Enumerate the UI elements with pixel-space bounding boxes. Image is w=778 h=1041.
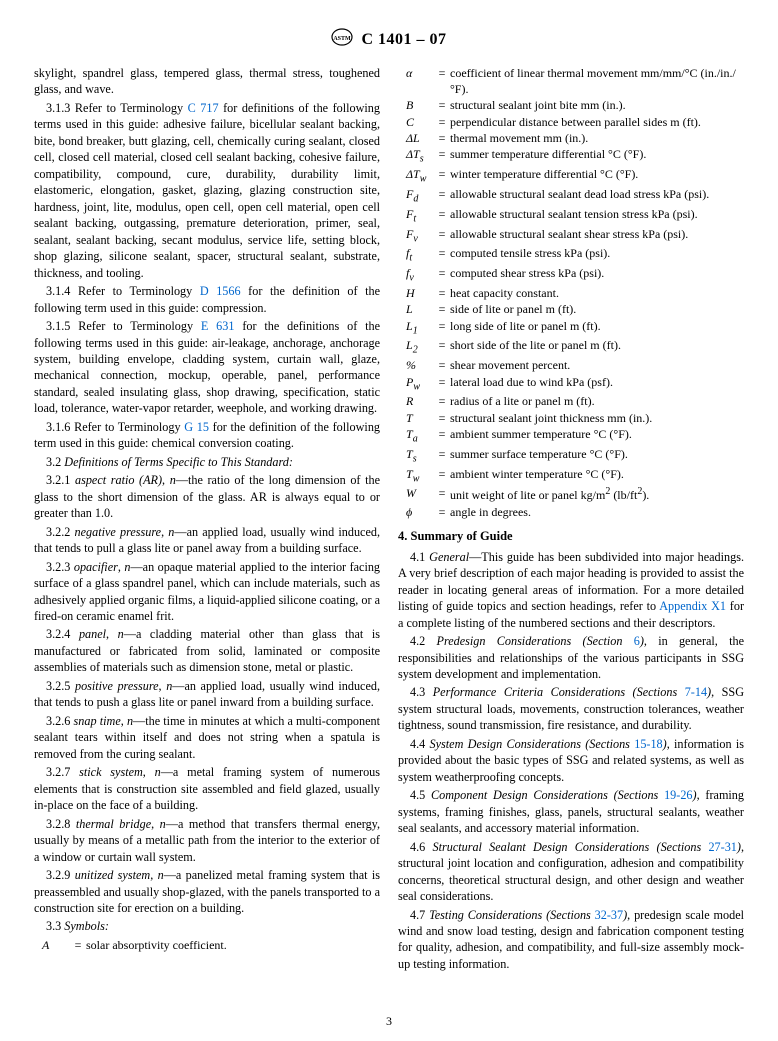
intro-tail-text: skylight, spandrel glass, tempered glass… [34, 65, 380, 98]
clause-num: 3.2 [46, 455, 61, 469]
page-root: ASTM C 1401 – 07 skylight, spandrel glas… [0, 0, 778, 1041]
svg-text:ASTM: ASTM [334, 36, 352, 42]
text: for definitions of the following terms u… [34, 101, 380, 280]
defs-list: 3.2.1 aspect ratio (AR), n—the ratio of … [34, 472, 380, 916]
section-4-heading: 4. Summary of Guide [398, 528, 744, 545]
definition-item: 3.2.7 stick system, n—a metal framing sy… [34, 764, 380, 813]
symbol-row: W=unit weight of lite or panel kg/m2 (lb… [398, 485, 744, 503]
symbol-row: Tw=ambient winter temperature °C (°F). [398, 466, 744, 486]
symbol-row: C=perpendicular distance between paralle… [398, 114, 744, 130]
designation: C 1401 – 07 [361, 31, 446, 49]
symbols-heading: 3.3 Symbols: [34, 918, 380, 934]
section4-item: 4.7 Testing Considerations (Sections 32-… [398, 907, 744, 973]
definition-item: 3.2.6 snap time, n—the time in minutes a… [34, 713, 380, 762]
symbol-row: Fv=allowable structural sealant shear st… [398, 226, 744, 246]
symbol-row: A=solar absorptivity coefficient. [34, 937, 380, 953]
ref-link-g15[interactable]: G 15 [184, 420, 209, 434]
section4-item: 4.4 System Design Considerations (Sectio… [398, 736, 744, 785]
symbol-row: fv=computed shear stress kPa (psi). [398, 265, 744, 285]
defs-heading: 3.2 Definitions of Terms Specific to Thi… [34, 454, 380, 470]
section-4-list: 4.1 General—This guide has been subdivid… [398, 549, 744, 973]
ref-link-c717[interactable]: C 717 [188, 101, 219, 115]
para-3.1.6: 3.1.6 Refer to Terminology G 15 for the … [34, 419, 380, 452]
definition-item: 3.2.4 panel, n—a cladding material other… [34, 626, 380, 675]
text: for the definitions of the following ter… [34, 319, 380, 415]
symbol-row: L1=long side of lite or panel m (ft). [398, 318, 744, 338]
clause-num: 3.1.4 [46, 284, 70, 298]
symbol-row: α=coefficient of linear thermal movement… [398, 65, 744, 97]
symbol-row: Ts=summer surface temperature °C (°F). [398, 446, 744, 466]
symbols-title: Symbols: [64, 919, 109, 933]
text: Refer to Terminology [78, 284, 200, 298]
definition-item: 3.2.8 thermal bridge, n—a method that tr… [34, 816, 380, 865]
symbol-row: ft=computed tensile stress kPa (psi). [398, 245, 744, 265]
symbol-row: Ft=allowable structural sealant tension … [398, 206, 744, 226]
symbol-row: L2=short side of the lite or panel m (ft… [398, 337, 744, 357]
body-columns: skylight, spandrel glass, tempered glass… [34, 65, 744, 972]
clause-num: 3.1.6 [46, 420, 70, 434]
symbol-row: ϕ=angle in degrees. [398, 504, 744, 520]
definition-item: 3.2.1 aspect ratio (AR), n—the ratio of … [34, 472, 380, 521]
para-3.1.3: 3.1.3 Refer to Terminology C 717 for def… [34, 100, 380, 281]
text: Refer to Terminology [75, 101, 188, 115]
para-3.1.5: 3.1.5 Refer to Terminology E 631 for the… [34, 318, 380, 417]
symbol-row: Ta=ambient summer temperature °C (°F). [398, 426, 744, 446]
symbol-row: ΔTs=summer temperature differential °C (… [398, 146, 744, 166]
ref-link-e631[interactable]: E 631 [201, 319, 235, 333]
text: Refer to Terminology [74, 420, 184, 434]
symbol-row: L=side of lite or panel m (ft). [398, 301, 744, 317]
clause-num: 3.1.5 [46, 319, 70, 333]
para-3.1.4: 3.1.4 Refer to Terminology D 1566 for th… [34, 283, 380, 316]
text: Refer to Terminology [78, 319, 201, 333]
definition-item: 3.2.5 positive pressure, n—an applied lo… [34, 678, 380, 711]
symbol-row: R=radius of a lite or panel m (ft). [398, 393, 744, 409]
section4-item: 4.5 Component Design Considerations (Sec… [398, 787, 744, 836]
definition-item: 3.2.9 unitized system, n—a panelized met… [34, 867, 380, 916]
definition-item: 3.2.2 negative pressure, n—an applied lo… [34, 524, 380, 557]
clause-num: 3.3 [46, 919, 61, 933]
section4-item: 4.6 Structural Sealant Design Considerat… [398, 839, 744, 905]
astm-logo: ASTM [331, 28, 353, 51]
section4-item: 4.2 Predesign Considerations (Section 6)… [398, 633, 744, 682]
symbol-row: Pw=lateral load due to wind kPa (psf). [398, 374, 744, 394]
symbol-row: B=structural sealant joint bite mm (in.)… [398, 97, 744, 113]
section4-item: 4.1 General—This guide has been subdivid… [398, 549, 744, 631]
symbol-row: T=structural sealant joint thickness mm … [398, 410, 744, 426]
ref-link-d1566[interactable]: D 1566 [200, 284, 241, 298]
symbol-row: H=heat capacity constant. [398, 285, 744, 301]
section4-item: 4.3 Performance Criteria Considerations … [398, 684, 744, 733]
definition-item: 3.2.3 opacifier, n—an opaque material ap… [34, 559, 380, 625]
symbol-row: ΔL=thermal movement mm (in.). [398, 130, 744, 146]
symbol-row: ΔTw=winter temperature differential °C (… [398, 166, 744, 186]
defs-title: Definitions of Terms Specific to This St… [64, 455, 293, 469]
symbol-row: Fd=allowable structural sealant dead loa… [398, 186, 744, 206]
page-header: ASTM C 1401 – 07 [34, 28, 744, 51]
symbol-row: %=shear movement percent. [398, 357, 744, 373]
page-number: 3 [0, 1014, 778, 1029]
clause-num: 3.1.3 [46, 101, 70, 115]
